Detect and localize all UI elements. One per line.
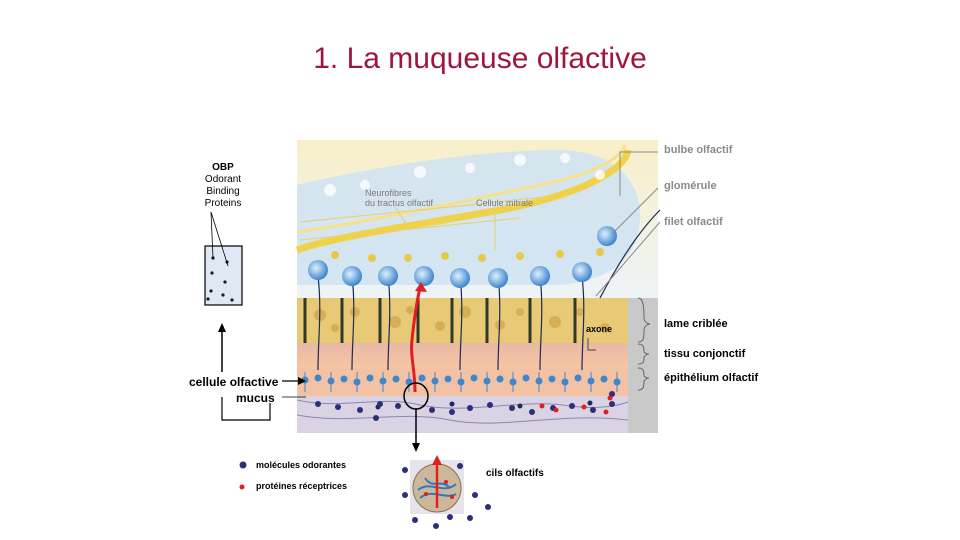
neurofibres-line2: du tractus olfactif [365, 198, 434, 208]
signal-path [410, 287, 422, 393]
connective-tissue-label: tissu conjonctif [664, 348, 746, 360]
side-shadow-panel [628, 298, 658, 433]
connective-tissue [297, 343, 628, 368]
slide-title: 1. La muqueuse olfactive [313, 42, 647, 75]
obp-line3: Proteins [204, 198, 242, 209]
obp-line1: Odorant [204, 174, 242, 185]
mucus-label: mucus [236, 391, 275, 405]
neurofibres-label: Neurofibres du tractus olfactif [365, 188, 433, 208]
obp-line2: Binding [206, 186, 240, 197]
mucus-layer [297, 396, 628, 433]
neurofibres-line1: Neurofibres [365, 188, 412, 198]
olfactory-bulb-label: bulbe olfactif [664, 144, 733, 156]
glomeruli-row [308, 226, 617, 288]
olfactory-cell-label: cellule olfactive [189, 375, 279, 389]
mitral-cell-label: Cellule mitrale [476, 198, 534, 208]
glomerulus-label: glomérule [664, 180, 717, 192]
legend-protein-marker [239, 484, 245, 490]
legend-receptor-proteins: protéines réceptrices [256, 481, 348, 491]
obp-text: OBP Odorant Binding Proteins [185, 162, 261, 210]
legend-molecule-marker [239, 461, 247, 469]
obp-title: OBP [212, 162, 234, 173]
cribriform-plate [297, 298, 628, 343]
odorant-molecules-zoom [402, 463, 491, 529]
olfactory-filament-label: filet olfactif [664, 216, 723, 228]
cribriform-plate-label: lame criblée [664, 318, 728, 330]
mitral-cells [331, 248, 604, 262]
olfactory-epithelium-label: épithélium olfactif [664, 372, 759, 384]
axone-label: axone [586, 324, 613, 334]
right-brackets [637, 297, 651, 391]
odorant-molecules-mucus [315, 391, 615, 421]
bulb-yellow-outline [295, 149, 632, 254]
legend-odorant-molecules: molécules odorantes [256, 460, 347, 470]
cilia-label: cils olfactifs [486, 468, 544, 479]
